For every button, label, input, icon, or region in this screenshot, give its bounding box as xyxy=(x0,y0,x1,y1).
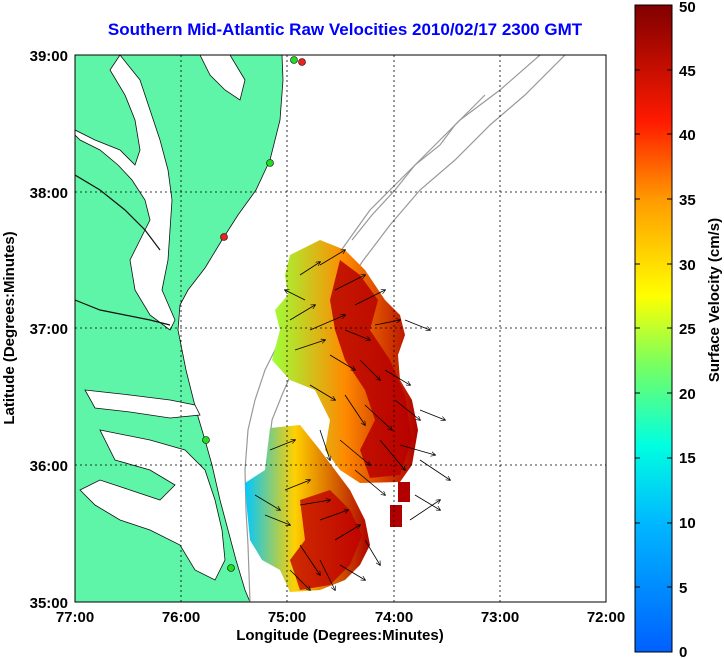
pamlico-sound xyxy=(79,429,226,581)
colorbar-label: Surface Velocity (cm/s) xyxy=(706,218,723,382)
colorbar-tick-label: 5 xyxy=(679,580,687,597)
figure-title: Southern Mid-Atlantic Raw Velocities 201… xyxy=(107,20,583,39)
colorbar-tick-label: 45 xyxy=(679,63,696,80)
delaware-bay xyxy=(199,55,246,101)
station-marker xyxy=(220,233,228,241)
colorbar-tick-label: 30 xyxy=(679,257,696,274)
colorbar-tick-label: 40 xyxy=(679,127,696,144)
velocity-field-south-core xyxy=(290,490,362,590)
colorbar-tick-label: 20 xyxy=(679,386,696,403)
albemarle-sound xyxy=(84,389,201,419)
colorbar-tick-label: 0 xyxy=(679,644,687,659)
station-marker xyxy=(290,56,298,64)
colorbar-tick-label: 35 xyxy=(679,192,696,209)
x-tick-label: 76:00 xyxy=(162,609,200,626)
y-tick-label: 37:00 xyxy=(30,321,68,338)
y-axis: 39:00 38:00 37:00 36:00 35:00 Latitude (… xyxy=(1,48,68,612)
river-james xyxy=(75,299,171,326)
colorbar-tick-label: 15 xyxy=(679,450,696,467)
x-tick-label: 73:00 xyxy=(481,609,519,626)
colorbar-gradient xyxy=(634,4,673,653)
x-tick-label: 74:00 xyxy=(375,609,413,626)
station-marker xyxy=(266,159,274,167)
velocity-field xyxy=(245,240,418,592)
station-marker xyxy=(298,58,306,66)
velocity-cell xyxy=(398,482,410,502)
y-tick-label: 36:00 xyxy=(30,458,68,475)
x-tick-label: 72:00 xyxy=(587,609,625,626)
station-marker xyxy=(227,564,235,572)
x-axis: 77:00 76:00 75:00 74:00 73:00 72:00 Long… xyxy=(56,609,625,644)
y-tick-label: 39:00 xyxy=(30,48,68,65)
velocity-vectors xyxy=(254,250,450,590)
river-potomac xyxy=(75,174,161,251)
x-tick-label: 75:00 xyxy=(268,609,306,626)
velocity-field-north-core xyxy=(330,260,412,478)
plot-frame xyxy=(74,54,607,603)
colorbar-tick-label: 50 xyxy=(679,0,696,16)
colorbar-tick-label: 25 xyxy=(679,321,696,338)
y-tick-label: 38:00 xyxy=(30,185,68,202)
colorbar: 0 5 10 15 20 25 30 35 40 45 50 Surface V… xyxy=(634,0,723,659)
radar-stations xyxy=(202,56,306,572)
x-tick-label: 77:00 xyxy=(56,609,94,626)
map-plot xyxy=(75,55,606,602)
station-marker xyxy=(202,436,210,444)
chesapeake-bay xyxy=(75,55,176,331)
colorbar-tick-label: 10 xyxy=(679,515,696,532)
y-axis-label: Latitude (Degrees:Minutes) xyxy=(1,231,18,424)
velocity-cell xyxy=(390,505,402,527)
y-tick-label: 35:00 xyxy=(30,595,68,612)
x-axis-label: Longitude (Degrees:Minutes) xyxy=(236,627,444,644)
grid-lines xyxy=(75,55,606,602)
